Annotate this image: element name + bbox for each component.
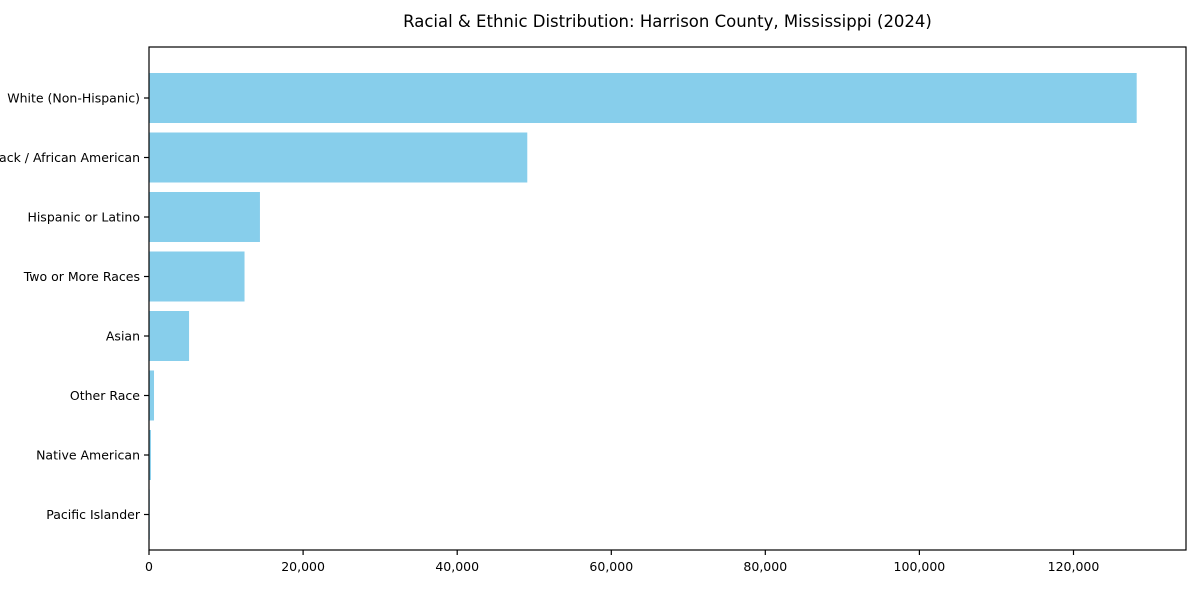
bar-native-american xyxy=(149,430,151,480)
y-tick-label: Other Race xyxy=(70,388,140,403)
x-tick-label: 40,000 xyxy=(435,559,479,574)
y-tick-label: Black / African American xyxy=(0,150,140,165)
bar-black-african-american xyxy=(149,132,528,183)
x-tick-label: 60,000 xyxy=(589,559,633,574)
bar-white-non-hispanic xyxy=(149,73,1137,123)
bar-asian xyxy=(149,311,190,361)
x-tick-label: 100,000 xyxy=(894,559,946,574)
y-tick-label: Native American xyxy=(36,448,140,463)
y-tick-label: Asian xyxy=(106,329,140,344)
y-tick-label: Two or More Races xyxy=(23,269,140,284)
x-tick-label: 20,000 xyxy=(281,559,325,574)
y-tick-label: Pacific Islander xyxy=(46,507,141,522)
y-tick-label: White (Non-Hispanic) xyxy=(7,91,140,106)
bar-other-race xyxy=(149,370,155,421)
x-tick-label: 80,000 xyxy=(743,559,787,574)
x-tick-label: 0 xyxy=(145,559,153,574)
plot-frame xyxy=(148,46,1187,551)
y-tick-label: Hispanic or Latino xyxy=(27,210,140,225)
bar-two-or-more-races xyxy=(149,251,245,302)
chart-title: Racial & Ethnic Distribution: Harrison C… xyxy=(403,12,932,31)
bar-hispanic-or-latino xyxy=(149,192,260,242)
x-tick-label: 120,000 xyxy=(1048,559,1100,574)
